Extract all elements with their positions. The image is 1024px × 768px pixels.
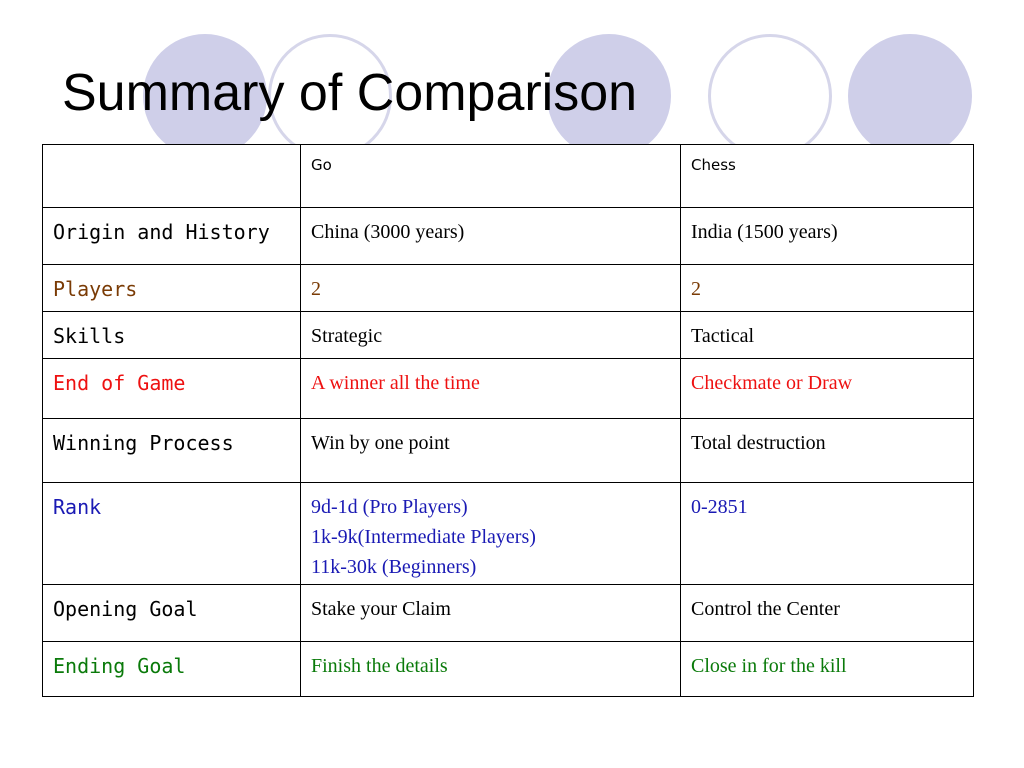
go-cell: China (3000 years) bbox=[300, 207, 681, 265]
row-label: Skills bbox=[42, 311, 301, 359]
go-cell: A winner all the time bbox=[300, 358, 681, 419]
chess-cell: 2 bbox=[680, 264, 974, 312]
cell-text: 9d-1d (Pro Players) bbox=[311, 496, 468, 518]
table-row: Skills Strategic Tactical bbox=[42, 311, 974, 359]
table-row: Winning Process Win by one point Total d… bbox=[42, 418, 974, 483]
row-label: Rank bbox=[42, 482, 301, 585]
cell-text: 1k-9k(Intermediate Players) bbox=[311, 526, 536, 548]
cell-text: Strategic bbox=[311, 325, 383, 347]
table-row: Ending Goal Finish the details Close in … bbox=[42, 641, 974, 697]
row-label: Ending Goal bbox=[42, 641, 301, 697]
chess-cell: Control the Center bbox=[680, 584, 974, 642]
go-cell: 9d-1d (Pro Players) 1k-9k(Intermediate P… bbox=[300, 482, 681, 585]
row-label: Opening Goal bbox=[42, 584, 301, 642]
row-label: Players bbox=[42, 264, 301, 312]
cell-text: Tactical bbox=[691, 325, 754, 347]
chess-cell: Checkmate or Draw bbox=[680, 358, 974, 419]
header-cell-go: Go bbox=[300, 144, 681, 208]
slide-title: Summary of Comparison bbox=[62, 64, 638, 122]
cell-text: China (3000 years) bbox=[311, 221, 465, 243]
row-label: Origin and History bbox=[42, 207, 301, 265]
table-row: End of Game A winner all the time Checkm… bbox=[42, 358, 974, 419]
cell-text: 2 bbox=[691, 278, 701, 300]
cell-text: Total destruction bbox=[691, 432, 826, 454]
go-cell: Strategic bbox=[300, 311, 681, 359]
cell-text: Win by one point bbox=[311, 432, 450, 454]
cell-text: Checkmate or Draw bbox=[691, 372, 853, 394]
go-cell: Finish the details bbox=[300, 641, 681, 697]
decorative-circle-3 bbox=[547, 34, 671, 158]
cell-text: Control the Center bbox=[691, 598, 840, 620]
go-cell: Stake your Claim bbox=[300, 584, 681, 642]
cell-text: 0-2851 bbox=[691, 496, 748, 518]
chess-cell: 0-2851 bbox=[680, 482, 974, 585]
chess-cell: Tactical bbox=[680, 311, 974, 359]
header-cell-chess: Chess bbox=[680, 144, 974, 208]
header-row: Go Chess bbox=[42, 144, 974, 208]
cell-text: 11k-30k (Beginners) bbox=[311, 556, 477, 578]
table-row: Origin and History China (3000 years) In… bbox=[42, 207, 974, 265]
table-row: Players 2 2 bbox=[42, 264, 974, 312]
chess-cell: Total destruction bbox=[680, 418, 974, 483]
go-cell: 2 bbox=[300, 264, 681, 312]
cell-text: Stake your Claim bbox=[311, 598, 451, 620]
cell-text: Close in for the kill bbox=[691, 655, 847, 677]
comparison-table: Go Chess Origin and History China (3000 … bbox=[42, 144, 974, 697]
row-label: End of Game bbox=[42, 358, 301, 419]
cell-text: A winner all the time bbox=[311, 372, 480, 394]
go-cell: Win by one point bbox=[300, 418, 681, 483]
decorative-circle-5 bbox=[848, 34, 972, 158]
table-row: Opening Goal Stake your Claim Control th… bbox=[42, 584, 974, 642]
decorative-circle-1 bbox=[143, 34, 267, 158]
cell-text: 2 bbox=[311, 278, 321, 300]
decorative-circle-4 bbox=[708, 34, 832, 158]
row-label: Winning Process bbox=[42, 418, 301, 483]
chess-cell: Close in for the kill bbox=[680, 641, 974, 697]
cell-text: Finish the details bbox=[311, 655, 448, 677]
header-cell-empty bbox=[42, 144, 301, 208]
cell-text: India (1500 years) bbox=[691, 221, 838, 243]
chess-cell: India (1500 years) bbox=[680, 207, 974, 265]
table-row: Rank 9d-1d (Pro Players) 1k-9k(Intermedi… bbox=[42, 482, 974, 585]
